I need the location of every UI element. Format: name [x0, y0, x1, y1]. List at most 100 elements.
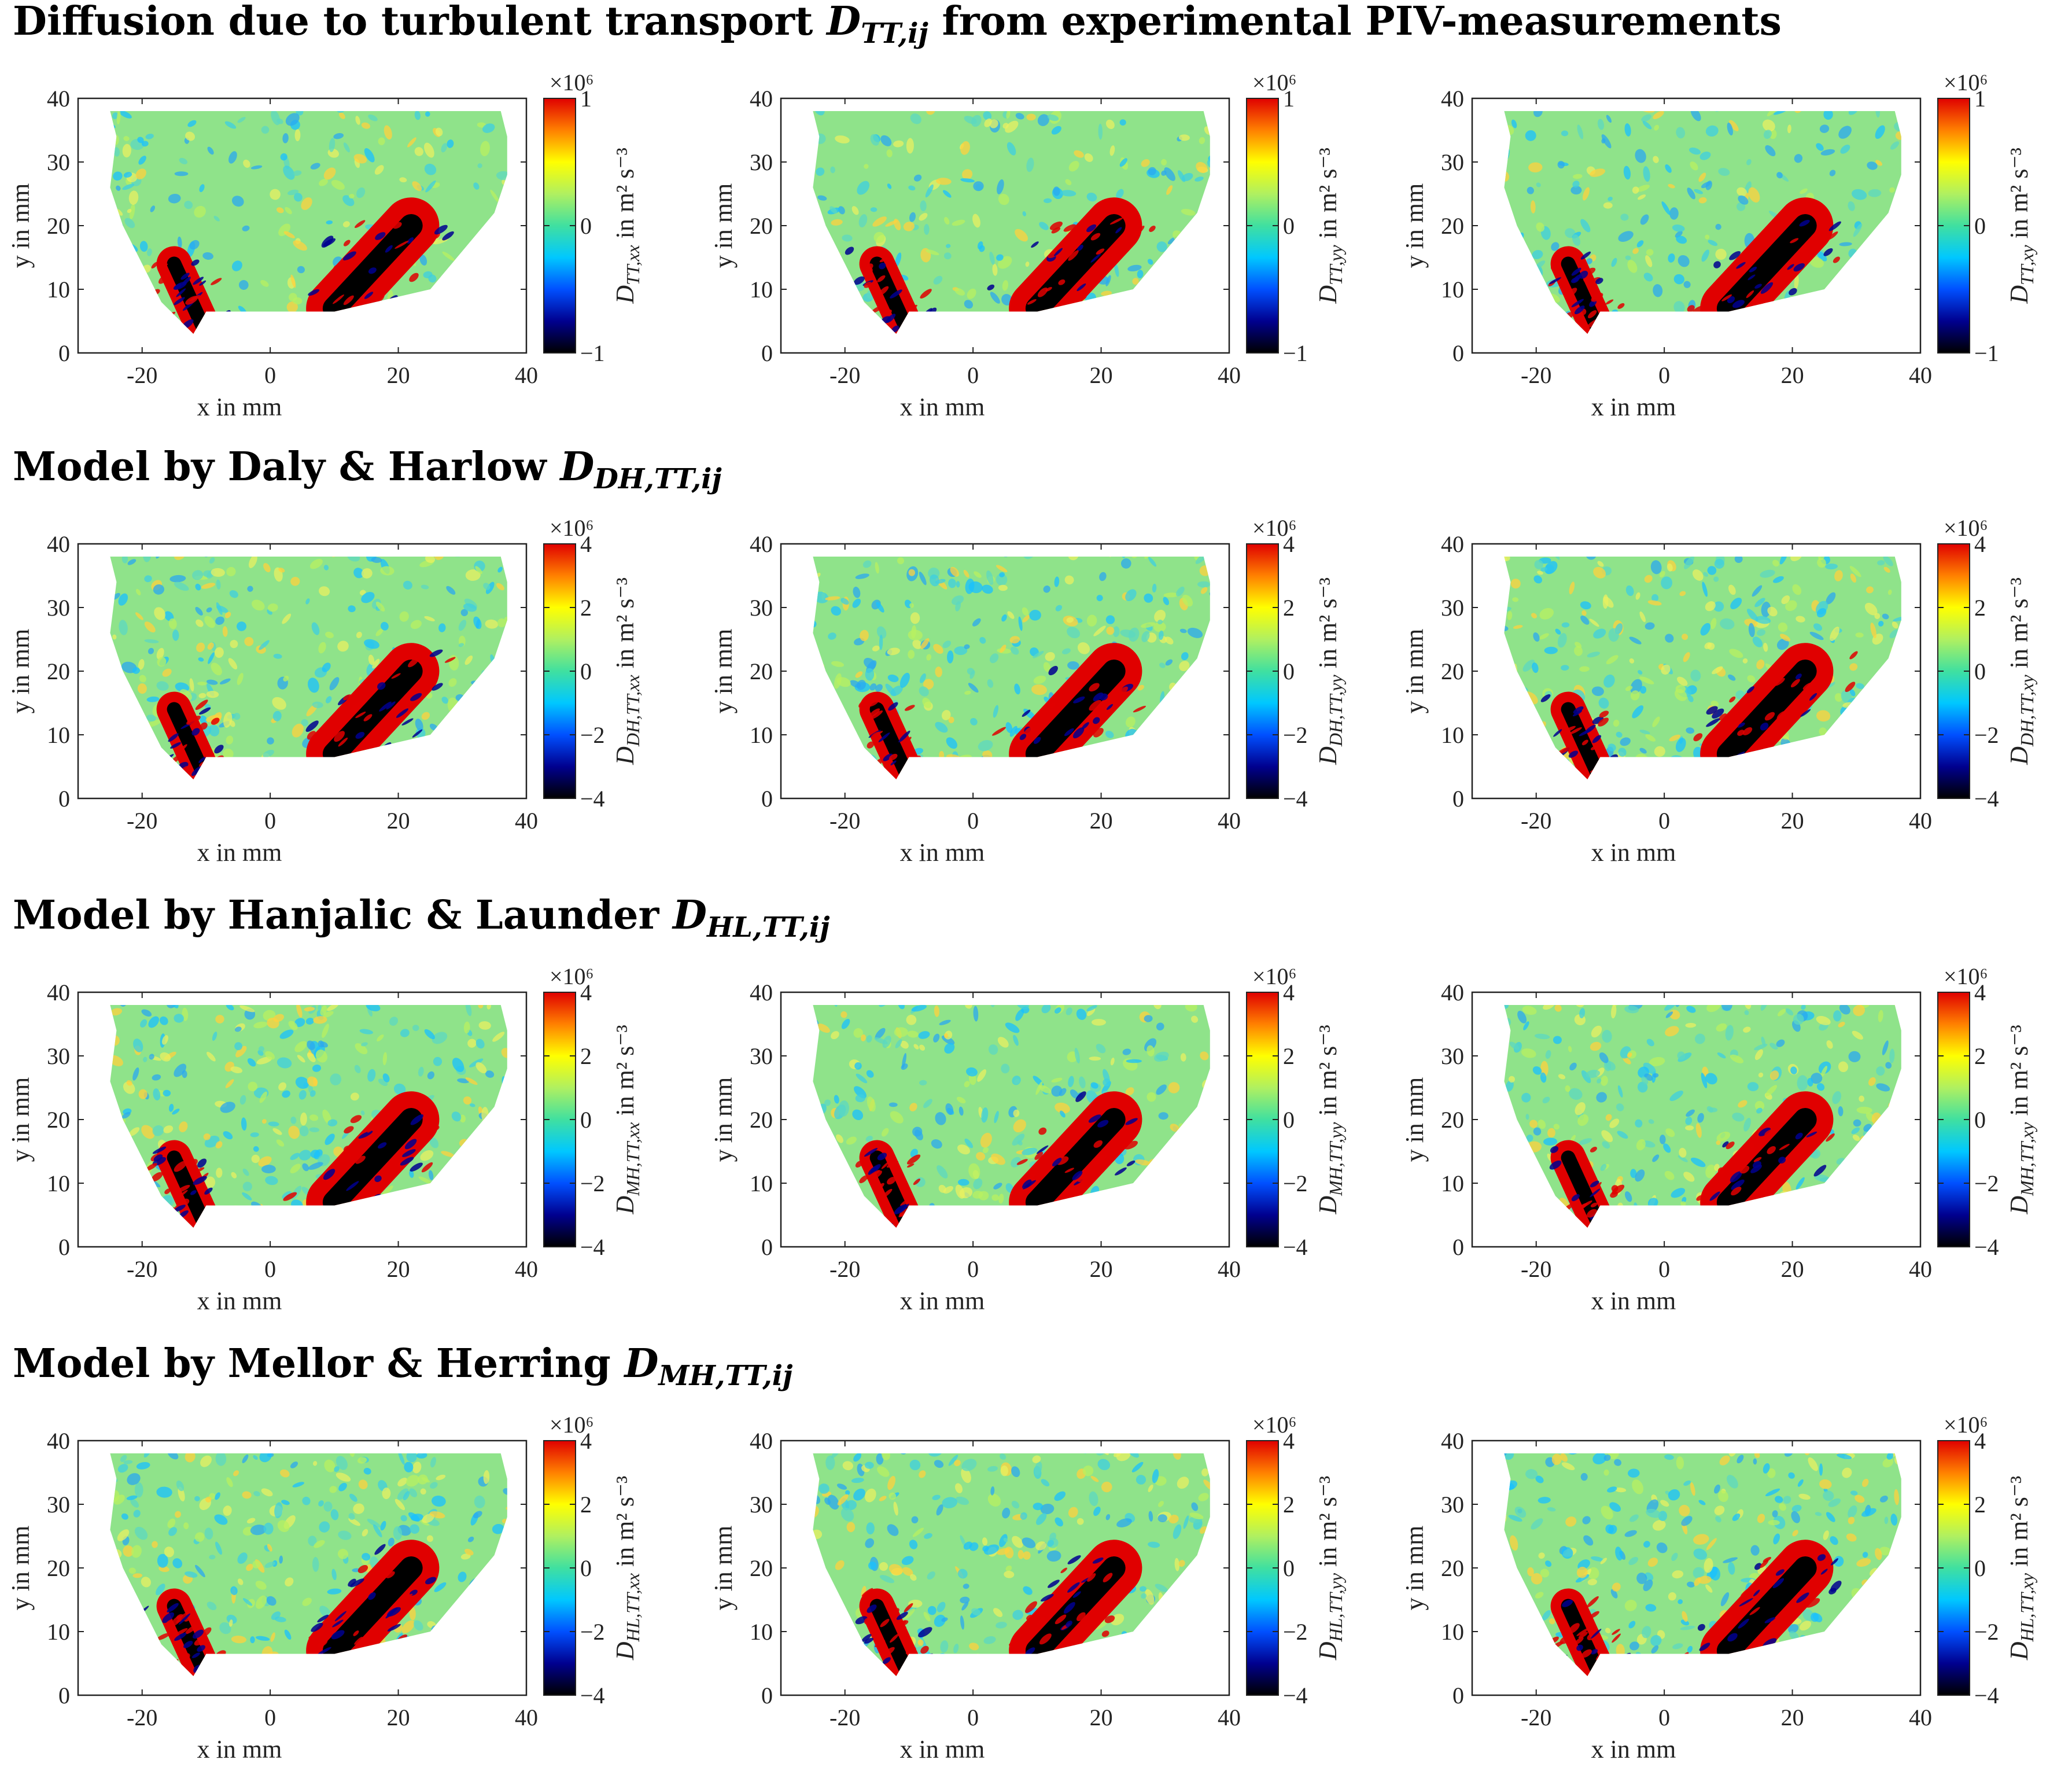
colorbar-exponent: ×10⁶	[1944, 69, 1988, 95]
colorbar-exponent: ×10⁶	[550, 963, 594, 989]
x-tick-label: 0	[264, 362, 276, 388]
x-axis-label: x in mm	[900, 393, 985, 421]
colorbar-tick-label: −4	[580, 1234, 605, 1260]
x-tick-label: 0	[264, 808, 276, 834]
colorbar-tick-label: −2	[580, 722, 605, 748]
y-axis-label: y in mm	[1400, 1077, 1429, 1162]
x-tick-label: 40	[1909, 1704, 1932, 1731]
x-tick-label: 40	[515, 1256, 538, 1282]
panel-1-xx: -20 0 20 40 0 10 20 30 40 x in mm y in mm −1 0 1×10⁶ D…	[6, 69, 643, 421]
colorbar-tick-label: −2	[1974, 1170, 1999, 1196]
panel-2-yy: -20 0 20 40 0 10 20 30 40 x in mm y in mm −4 −2 0 2 4×1…	[709, 515, 1346, 867]
colorbar-tick-label: 2	[1974, 1492, 1986, 1518]
colorbar-tick-label: 4	[1283, 1428, 1295, 1454]
y-tick-label: 10	[750, 1619, 773, 1645]
colorbar-label: DHL,TT,xy in m² s⁻³	[2005, 1476, 2037, 1661]
panel-3-xy: -20 0 20 40 0 10 20 30 40 x in mm y in mm −4 −2 0 2 4×1…	[1400, 963, 2037, 1315]
colorbar-exponent: ×10⁶	[1944, 515, 1988, 541]
heatmap-field	[110, 1005, 507, 1228]
x-tick-label: 20	[1781, 362, 1804, 388]
colorbar-tick-label: 1	[1974, 86, 1986, 112]
colorbar-tick-label: 0	[1283, 1107, 1295, 1133]
x-tick-label: -20	[127, 1704, 157, 1731]
colorbar-tick-label: 2	[1974, 1043, 1986, 1069]
colorbar-exponent: ×10⁶	[1944, 963, 1988, 989]
colorbar-tick-label: 4	[1974, 980, 1986, 1006]
y-tick-label: 40	[47, 1428, 70, 1454]
x-tick-label: 20	[1090, 808, 1113, 834]
colorbar-exponent: ×10⁶	[550, 1412, 594, 1438]
x-tick-label: 0	[264, 1704, 276, 1731]
x-tick-label: 20	[1090, 1704, 1113, 1731]
x-axis-label: x in mm	[1591, 393, 1676, 421]
row-title: Model by Daly & Harlow DDH,TT,ij	[13, 444, 722, 495]
x-tick-label: 20	[1781, 1704, 1804, 1731]
y-tick-label: 0	[1452, 1234, 1464, 1260]
y-tick-label: 0	[761, 1682, 773, 1709]
y-tick-label: 20	[1441, 1107, 1464, 1133]
colorbar-tick-label: 2	[1974, 595, 1986, 621]
y-tick-label: 40	[750, 86, 773, 112]
x-tick-label: 0	[967, 808, 979, 834]
colorbar-tick-label: 4	[1283, 531, 1295, 557]
x-tick-label: -20	[127, 1256, 157, 1282]
y-axis-label: y in mm	[709, 183, 738, 268]
colorbar-tick-label: 2	[1283, 595, 1295, 621]
colorbar-tick-label: 0	[580, 1107, 592, 1133]
x-axis-label: x in mm	[900, 1735, 985, 1763]
heatmap-field	[1504, 111, 1901, 334]
colorbar-label: DDH,TT,xx in m² s⁻³	[611, 577, 643, 765]
panel-1-xy: -20 0 20 40 0 10 20 30 40 x in mm y in mm −1 0 1×10⁶ D…	[1400, 69, 2037, 421]
y-tick-label: 10	[1441, 1170, 1464, 1196]
colorbar-tick-label: 1	[1283, 86, 1295, 112]
colorbar-tick-label: 0	[1974, 213, 1986, 239]
colorbar-tick-label: 4	[580, 1428, 592, 1454]
colorbar-tick-label: 0	[1283, 1555, 1295, 1581]
colorbar-tick-label: 4	[580, 531, 592, 557]
y-tick-label: 40	[750, 1428, 773, 1454]
x-axis-label: x in mm	[900, 838, 985, 867]
x-tick-label: 0	[1658, 808, 1670, 834]
y-tick-label: 20	[1441, 1555, 1464, 1581]
colorbar-tick-label: −4	[1974, 1234, 1999, 1260]
x-tick-label: 20	[1090, 362, 1113, 388]
heatmap-field	[110, 1453, 507, 1676]
colorbar-tick-label: −4	[1283, 1682, 1308, 1709]
colorbar-exponent: ×10⁶	[1944, 1412, 1988, 1438]
x-axis-label: x in mm	[197, 1287, 282, 1315]
panel-1-yy: -20 0 20 40 0 10 20 30 40 x in mm y in mm −1 0 1×10⁶ D…	[709, 69, 1346, 421]
panel-3-yy: -20 0 20 40 0 10 20 30 40 x in mm y in mm −4 −2 0 2 4×1…	[709, 963, 1346, 1315]
x-tick-label: 40	[515, 362, 538, 388]
heatmap-field	[813, 111, 1210, 334]
colorbar-tick-label: −4	[1974, 1682, 1999, 1709]
colorbar-label: DHL,TT,xx in m² s⁻³	[611, 1476, 643, 1661]
y-tick-label: 30	[47, 149, 70, 175]
colorbar-tick-label: 0	[1974, 1107, 1986, 1133]
colorbar-label: DTT,yy in m² s⁻³	[1314, 148, 1346, 304]
colorbar-tick-label: −4	[1974, 786, 1999, 812]
heatmap-field	[1504, 1453, 1901, 1676]
y-tick-label: 20	[1441, 658, 1464, 684]
colorbar-label: DTT,xy in m² s⁻³	[2005, 148, 2037, 304]
y-tick-label: 30	[1441, 1043, 1464, 1069]
x-axis-label: x in mm	[900, 1287, 985, 1315]
y-tick-label: 10	[750, 722, 773, 748]
x-tick-label: -20	[127, 808, 157, 834]
x-tick-label: 0	[967, 1256, 979, 1282]
y-tick-label: 40	[750, 980, 773, 1006]
x-tick-label: 0	[1658, 1256, 1670, 1282]
x-tick-label: -20	[829, 1704, 860, 1731]
x-axis-label: x in mm	[1591, 838, 1676, 867]
y-tick-label: 30	[750, 595, 773, 621]
colorbar-exponent: ×10⁶	[550, 515, 594, 541]
y-tick-label: 10	[47, 277, 70, 303]
x-axis-label: x in mm	[1591, 1735, 1676, 1763]
y-tick-label: 20	[47, 1555, 70, 1581]
y-tick-label: 0	[58, 1682, 70, 1709]
y-tick-label: 20	[1441, 213, 1464, 239]
row-title: Model by Mellor & Herring DMH,TT,ij	[13, 1341, 792, 1392]
y-tick-label: 40	[47, 86, 70, 112]
colorbar-label: DMH,TT,yy in m² s⁻³	[1314, 1025, 1346, 1214]
x-tick-label: 20	[387, 1256, 410, 1282]
